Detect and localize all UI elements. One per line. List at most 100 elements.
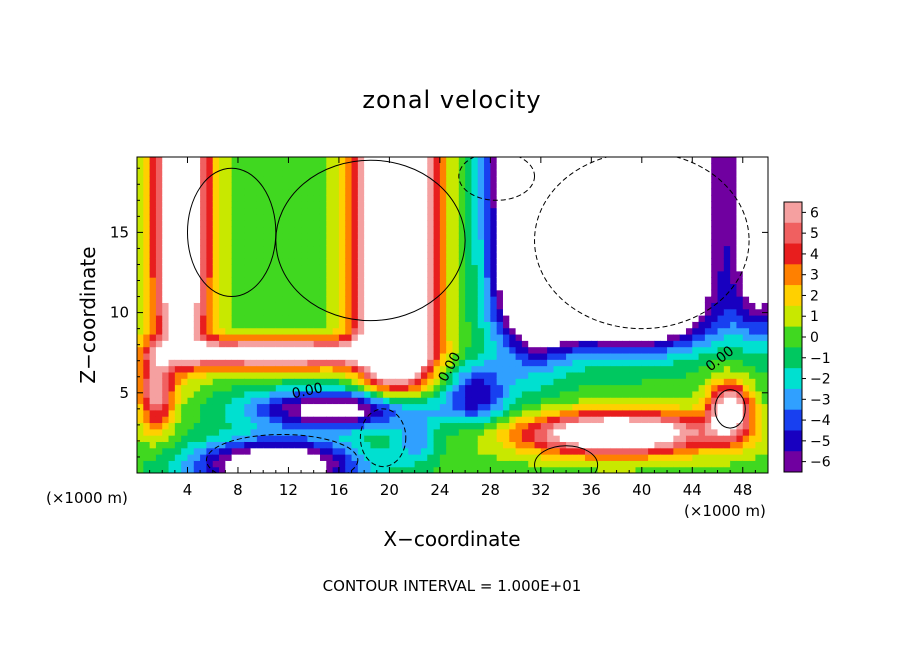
heatmap-cell bbox=[433, 188, 441, 196]
heatmap-cell bbox=[679, 188, 687, 196]
heatmap-cell bbox=[263, 346, 271, 354]
heatmap-cell bbox=[502, 201, 510, 209]
heatmap-cell bbox=[685, 321, 693, 329]
heatmap-cell bbox=[313, 201, 321, 209]
heatmap-cell bbox=[225, 321, 233, 329]
heatmap-cell bbox=[553, 352, 561, 360]
heatmap-cell bbox=[723, 245, 731, 253]
heatmap-cell bbox=[439, 422, 447, 430]
heatmap-cell bbox=[345, 416, 353, 424]
heatmap-cell bbox=[679, 435, 687, 442]
heatmap-cell bbox=[402, 296, 409, 303]
heatmap-cell bbox=[383, 346, 390, 354]
heatmap-cell bbox=[528, 422, 536, 430]
heatmap-cell bbox=[641, 251, 649, 259]
heatmap-cell bbox=[193, 245, 201, 253]
heatmap-cell bbox=[566, 163, 573, 171]
heatmap-cell bbox=[685, 340, 693, 348]
heatmap-cell bbox=[376, 302, 384, 310]
heatmap-cell bbox=[307, 239, 315, 247]
heatmap-cell bbox=[742, 201, 750, 209]
heatmap-cell bbox=[376, 201, 384, 209]
heatmap-cell bbox=[616, 321, 624, 329]
heatmap-cell bbox=[471, 428, 479, 436]
heatmap-cell bbox=[667, 270, 674, 278]
heatmap-cell bbox=[155, 239, 163, 247]
heatmap-cell bbox=[528, 321, 536, 329]
heatmap-cell bbox=[673, 454, 681, 461]
heatmap-cell bbox=[212, 422, 220, 430]
heatmap-cell bbox=[755, 340, 763, 348]
heatmap-cell bbox=[484, 390, 491, 398]
heatmap-cell bbox=[484, 340, 491, 348]
heatmap-cell bbox=[162, 365, 170, 373]
heatmap-cell bbox=[641, 302, 649, 310]
heatmap-cell bbox=[465, 422, 473, 430]
heatmap-cell bbox=[433, 169, 441, 177]
heatmap-cell bbox=[502, 251, 510, 259]
heatmap-cell bbox=[679, 327, 687, 335]
heatmap-cell bbox=[433, 333, 441, 341]
heatmap-cell bbox=[521, 346, 529, 354]
heatmap-cell bbox=[414, 283, 422, 291]
heatmap-cell bbox=[490, 460, 498, 468]
heatmap-cell bbox=[673, 315, 681, 322]
heatmap-cell bbox=[174, 207, 182, 215]
heatmap-cell bbox=[648, 157, 656, 164]
heatmap-cell bbox=[376, 333, 384, 341]
heatmap-cell bbox=[162, 352, 170, 360]
heatmap-cell bbox=[219, 157, 226, 164]
heatmap-cell bbox=[610, 245, 618, 253]
heatmap-cell bbox=[477, 422, 485, 430]
heatmap-cell bbox=[749, 441, 756, 449]
heatmap-cell bbox=[200, 378, 208, 386]
heatmap-cell bbox=[755, 447, 763, 455]
heatmap-cell bbox=[477, 428, 485, 436]
heatmap-cell bbox=[509, 232, 517, 240]
heatmap-cell bbox=[755, 251, 763, 259]
heatmap-cell bbox=[174, 232, 182, 240]
heatmap-cell bbox=[307, 340, 315, 348]
heatmap-cell bbox=[452, 466, 460, 473]
heatmap-cell bbox=[622, 264, 630, 272]
heatmap-cell bbox=[685, 359, 693, 367]
heatmap-cell bbox=[704, 466, 712, 473]
heatmap-cell bbox=[433, 435, 441, 442]
heatmap-cell bbox=[269, 258, 277, 266]
heatmap-cell bbox=[301, 333, 308, 341]
heatmap-cell bbox=[237, 346, 245, 354]
heatmap-cell bbox=[357, 460, 365, 468]
heatmap-cell bbox=[193, 258, 201, 266]
heatmap-cell bbox=[749, 359, 756, 367]
heatmap-cell bbox=[250, 232, 258, 240]
heatmap-cell bbox=[730, 428, 738, 436]
heatmap-cell bbox=[357, 384, 365, 392]
heatmap-cell bbox=[319, 264, 327, 272]
heatmap-cell bbox=[685, 169, 693, 177]
heatmap-cell bbox=[547, 245, 555, 253]
heatmap-cell bbox=[244, 169, 252, 177]
heatmap-cell bbox=[761, 390, 768, 398]
heatmap-cell bbox=[294, 308, 302, 316]
heatmap-cell bbox=[521, 321, 529, 329]
heatmap-cell bbox=[364, 466, 372, 473]
heatmap-cell bbox=[711, 157, 719, 164]
heatmap-cell bbox=[654, 327, 662, 335]
heatmap-cell bbox=[155, 232, 163, 240]
heatmap-cell bbox=[528, 466, 536, 473]
heatmap-cell bbox=[484, 258, 491, 266]
heatmap-cell bbox=[351, 315, 359, 322]
heatmap-cell bbox=[635, 283, 643, 291]
heatmap-cell bbox=[559, 403, 567, 411]
heatmap-cell bbox=[547, 403, 555, 411]
heatmap-cell bbox=[553, 435, 561, 442]
heatmap-cell bbox=[578, 359, 586, 367]
heatmap-cell bbox=[484, 460, 491, 468]
heatmap-cell bbox=[225, 283, 233, 291]
heatmap-cell bbox=[749, 409, 756, 417]
heatmap-cell bbox=[749, 403, 756, 411]
heatmap-cell bbox=[559, 182, 567, 190]
heatmap-cell bbox=[244, 340, 252, 348]
heatmap-cell bbox=[294, 207, 302, 215]
heatmap-cell bbox=[622, 359, 630, 367]
